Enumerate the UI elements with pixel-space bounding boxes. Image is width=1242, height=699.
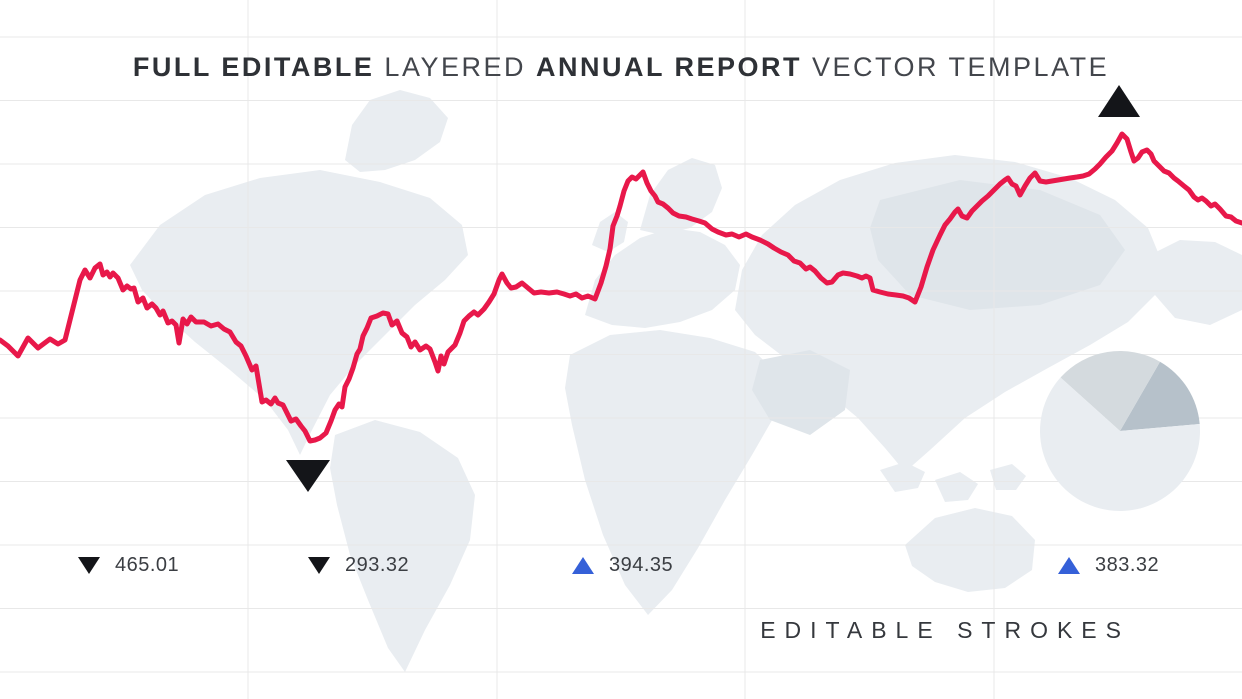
price-line-series [0, 131, 1242, 444]
map-far-east [1150, 240, 1242, 325]
map-island-3 [990, 464, 1026, 490]
map-greenland [345, 90, 448, 172]
value-label-text: 465.01 [115, 554, 180, 576]
triangle-down-icon [308, 557, 330, 574]
triangle-down-icon [78, 557, 100, 574]
triangle-up-glyph [1058, 557, 1080, 574]
map-australia [905, 508, 1035, 592]
map-island-2 [935, 472, 978, 502]
value-label-text: 383.32 [1095, 554, 1160, 576]
triangle-up-icon [1098, 85, 1140, 117]
title-segment: LAYERED [384, 52, 526, 82]
value-label-down: 465.01 [78, 554, 179, 577]
world-map [130, 90, 1242, 672]
triangle-up-glyph [572, 557, 594, 574]
map-north-america [130, 170, 468, 455]
triangle-down-glyph [78, 557, 100, 574]
price-line [0, 131, 1242, 444]
page-title: FULL EDITABLE LAYERED ANNUAL REPORT VECT… [0, 52, 1242, 83]
triangle-up-icon [572, 557, 594, 574]
map-africa [565, 330, 782, 615]
value-label-up: 394.35 [572, 554, 673, 577]
title-segment: VECTOR TEMPLATE [812, 52, 1110, 82]
pie-slice-dark [1120, 361, 1200, 431]
map-shade-asia [870, 180, 1125, 310]
pie-chart [1040, 350, 1201, 511]
triangle-down-glyph [308, 557, 330, 574]
value-label-up: 383.32 [1058, 554, 1159, 577]
triangle-up-icon [1058, 557, 1080, 574]
title-segment: FULL EDITABLE [132, 52, 375, 82]
title-segment: ANNUAL REPORT [535, 52, 802, 82]
map-island-1 [880, 462, 925, 492]
triangle-down-icon [286, 460, 330, 492]
pie-slice-light [1040, 377, 1201, 511]
pie-slice-medium [1060, 350, 1160, 431]
value-labels-row: 465.01 293.32 394.35 383.32 [0, 554, 1242, 582]
map-south-america [330, 420, 475, 672]
map-europe [585, 228, 740, 328]
chart-annotations [286, 85, 1140, 492]
value-label-text: 394.35 [609, 554, 674, 576]
value-label-text: 293.32 [345, 554, 410, 576]
editable-strokes-note: EDITABLE STROKES [760, 617, 1130, 643]
map-scandinavia [640, 158, 722, 235]
value-label-down: 293.32 [308, 554, 409, 577]
map-shade-arabia [752, 350, 850, 435]
